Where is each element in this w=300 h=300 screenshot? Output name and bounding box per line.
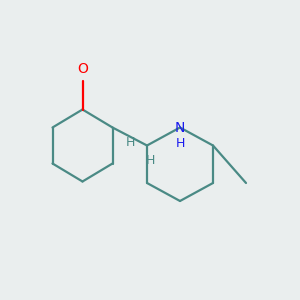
Text: O: O (77, 62, 88, 76)
Text: H: H (145, 154, 155, 167)
Text: N: N (175, 121, 185, 134)
Text: H: H (175, 136, 185, 150)
Text: H: H (126, 136, 135, 149)
